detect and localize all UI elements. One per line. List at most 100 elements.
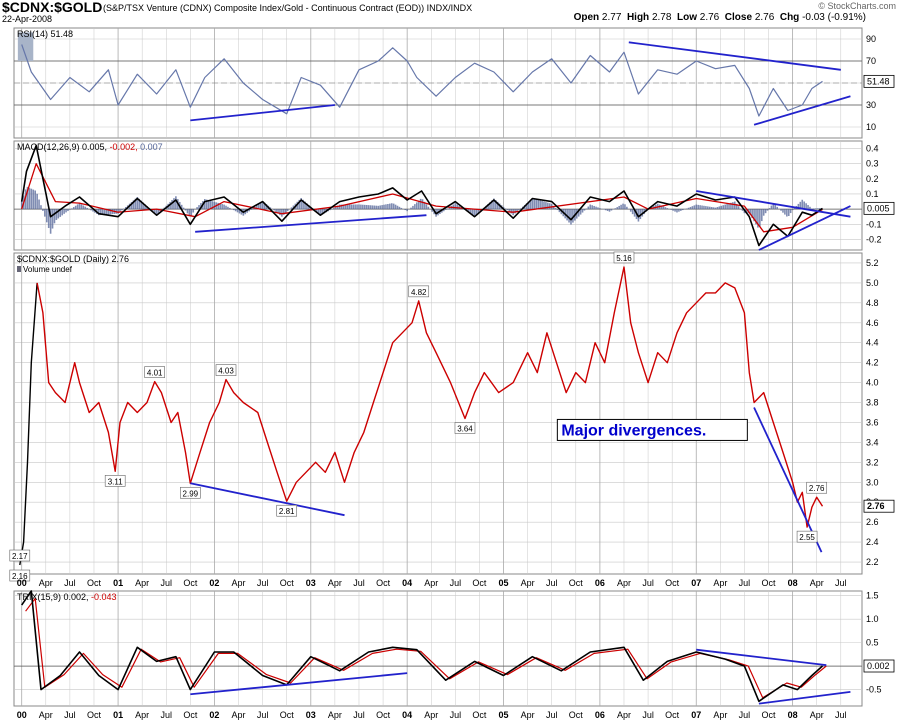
y-tick-label: 4.2 <box>866 358 879 368</box>
trendline <box>696 190 851 218</box>
close-label: Close <box>724 12 753 23</box>
trix-line <box>21 590 824 703</box>
x-month-label: Jul <box>642 710 654 720</box>
point-label-box <box>806 481 828 494</box>
x-year-label: 02 <box>209 710 219 720</box>
y-tick-label: 70 <box>866 56 876 66</box>
point-label: 3.11 <box>108 477 124 486</box>
x-month-label: Oct <box>665 578 680 588</box>
point-label: 4.01 <box>147 369 163 378</box>
x-month-label: Jul <box>450 710 462 720</box>
x-month-label: Jul <box>64 710 76 720</box>
x-month-label: Apr <box>810 578 824 588</box>
point-label: 4.03 <box>218 367 234 376</box>
macd-signal-line <box>21 163 823 233</box>
volume-label: Volume undef <box>23 265 73 274</box>
trendline <box>190 104 335 122</box>
description-text: (S&P/TSX Venture (CDNX) Composite Index/… <box>103 3 425 13</box>
point-label: 2.81 <box>279 507 295 516</box>
low-value: 2.76 <box>699 12 720 23</box>
x-month-label: Jul <box>642 578 654 588</box>
point-label-box <box>144 366 165 378</box>
y-tick-label: 2.4 <box>866 537 879 547</box>
y-tick-label: 10 <box>866 122 876 132</box>
x-year-label: 00 <box>17 578 27 588</box>
trendline <box>190 672 408 696</box>
close-value: 2.76 <box>754 12 775 23</box>
x-month-label: Jul <box>257 710 269 720</box>
x-month-label: Jul <box>835 710 847 720</box>
x-month-label: Apr <box>424 710 438 720</box>
price-line <box>36 266 824 528</box>
y-tick-label: 3.4 <box>866 437 879 447</box>
panel-frame-price <box>13 252 863 575</box>
x-month-label: Apr <box>810 710 824 720</box>
x-month-label: Apr <box>521 578 535 588</box>
y-tick-label: 3.6 <box>866 417 879 427</box>
low-label: Low <box>676 12 697 23</box>
macd-line <box>20 144 823 247</box>
x-month-label: Oct <box>87 710 102 720</box>
high-label: High <box>626 12 650 23</box>
x-month-label: Oct <box>280 710 295 720</box>
x-year-label: 03 <box>306 578 316 588</box>
last-value-label: 2.76 <box>867 501 885 511</box>
x-month-label: Apr <box>135 578 149 588</box>
y-tick-label: 0.1 <box>866 189 879 199</box>
rsi-line <box>21 44 823 117</box>
trendline <box>753 407 823 553</box>
point-label-box <box>104 475 126 487</box>
chart-symbol: $CDNX:$GOLD <box>2 0 103 15</box>
point-label-box <box>408 285 430 298</box>
trendline <box>195 214 427 233</box>
point-label-box <box>276 504 298 517</box>
y-tick-label: 4.8 <box>866 298 879 308</box>
panel-title-macd: MACD(12,26,9) 0.005, -0.002, 0.007 <box>17 142 163 152</box>
y-tick-label: 90 <box>866 34 876 44</box>
panel-title-rsi: RSI(14) 51.48 <box>17 29 73 39</box>
point-label: 3.64 <box>457 424 473 433</box>
point-label-box <box>180 486 201 499</box>
point-label: 2.17 <box>12 552 28 561</box>
x-month-label: Oct <box>183 578 198 588</box>
x-month-label: Jul <box>546 578 558 588</box>
x-year-label: 01 <box>113 578 123 588</box>
point-label-box <box>9 549 31 562</box>
brand-watermark: © StockCharts.com <box>818 1 896 11</box>
x-month-label: Apr <box>39 710 53 720</box>
x-month-label: Apr <box>617 578 631 588</box>
x-month-label: Oct <box>762 578 777 588</box>
last-value-label: 0.002 <box>867 661 890 671</box>
y-tick-label: 5.2 <box>866 258 879 268</box>
x-year-label: 06 <box>595 710 605 720</box>
x-month-label: Apr <box>135 710 149 720</box>
last-value-box <box>863 201 895 215</box>
high-value: 2.78 <box>651 12 672 23</box>
point-label-box <box>796 530 818 543</box>
chart-description: (S&P/TSX Venture (CDNX) Composite Index/… <box>103 3 472 13</box>
panel-frame-macd <box>13 140 863 251</box>
point-label: 5.16 <box>616 254 632 263</box>
x-year-label: 08 <box>788 710 798 720</box>
point-label: 2.55 <box>799 533 815 542</box>
x-month-label: Oct <box>183 710 198 720</box>
point-label-box <box>215 364 237 376</box>
point-label-box <box>9 569 31 582</box>
last-value-box <box>863 74 895 88</box>
point-label: 2.99 <box>183 489 199 498</box>
y-tick-label: 3.0 <box>866 477 879 487</box>
x-month-label: Jul <box>739 710 751 720</box>
x-month-label: Apr <box>713 710 727 720</box>
rsi-overbought-fill <box>17 32 34 61</box>
x-month-label: Oct <box>569 578 584 588</box>
last-value-box <box>863 659 895 673</box>
x-year-label: 02 <box>209 578 219 588</box>
trendline <box>758 205 851 251</box>
point-label-box <box>613 251 635 264</box>
ohlc-summary: Open 2.77 High 2.78 Low 2.76 Close 2.76 … <box>574 12 866 23</box>
x-month-label: Apr <box>521 710 535 720</box>
x-year-label: 05 <box>499 578 509 588</box>
trendline <box>696 648 827 667</box>
annotation-box <box>556 418 748 441</box>
